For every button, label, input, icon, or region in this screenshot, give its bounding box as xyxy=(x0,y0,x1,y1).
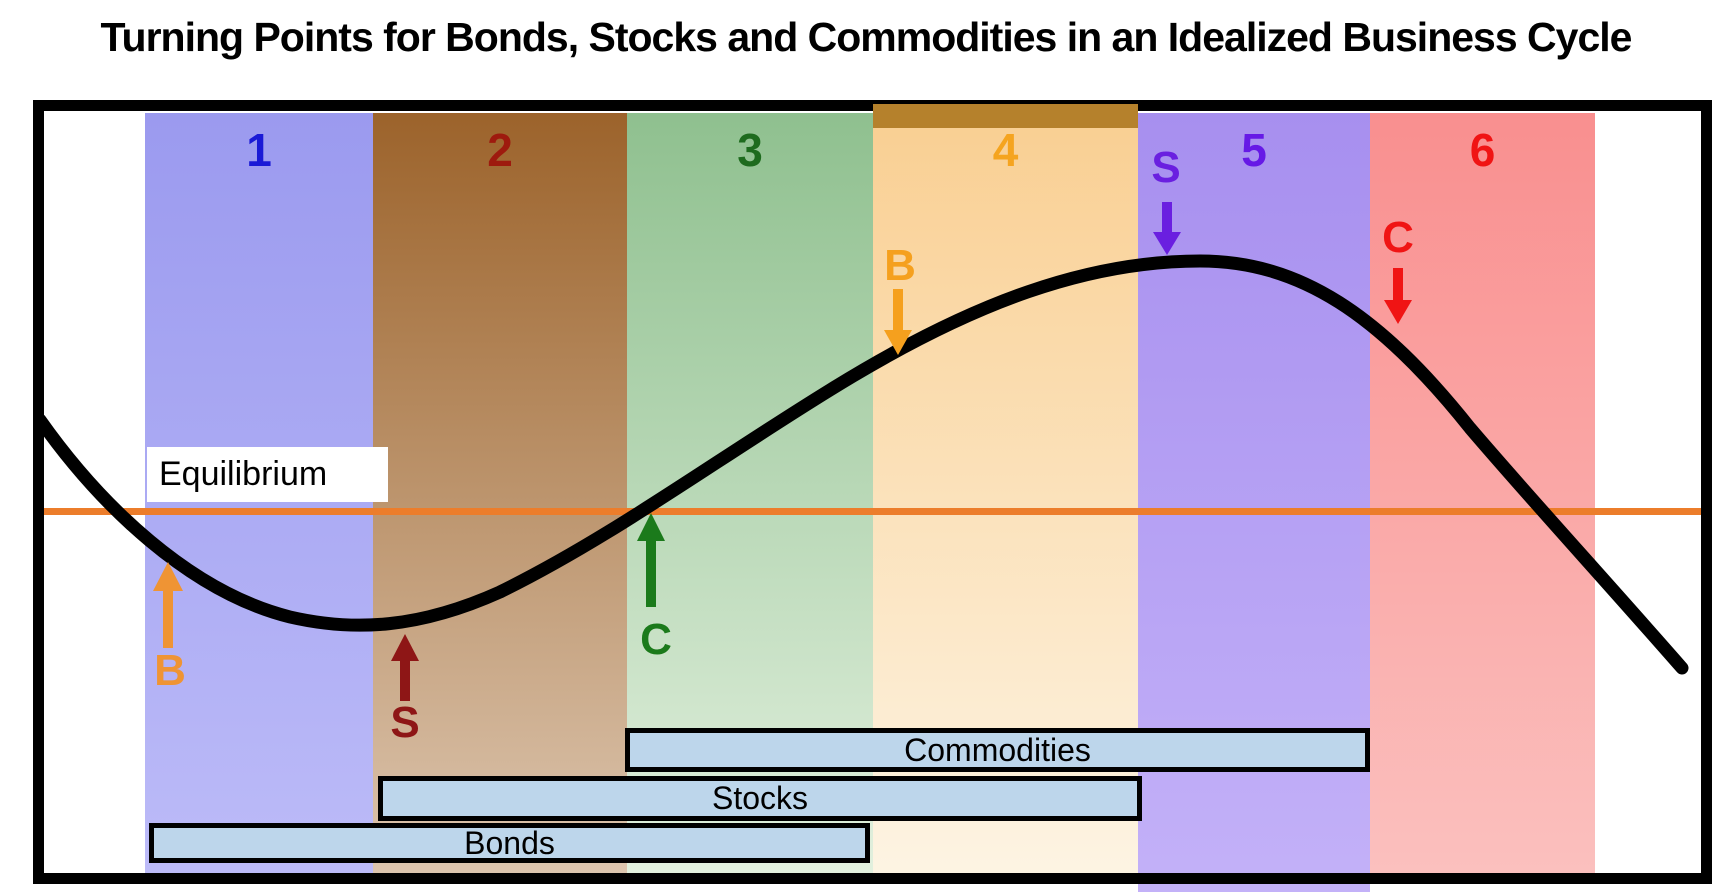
phase-number-2: 2 xyxy=(487,124,513,176)
page-title: Turning Points for Bonds, Stocks and Com… xyxy=(100,14,1633,60)
stocks-bar-label: Stocks xyxy=(711,780,809,816)
phase-number-5: 5 xyxy=(1241,124,1267,176)
bonds-bar: Bonds xyxy=(149,823,870,863)
marker-letter-commodities-sell: C xyxy=(1382,213,1414,262)
commodities-bar-label: Commodities xyxy=(904,731,1091,768)
marker-letter-stocks-buy: S xyxy=(390,698,420,747)
bonds-bar-label: Bonds xyxy=(464,824,555,861)
chart-frame xyxy=(33,100,1712,884)
phase-number-6: 6 xyxy=(1469,124,1496,176)
stocks-bar: Stocks xyxy=(378,776,1142,821)
marker-letter-stocks-sell: S xyxy=(1151,143,1181,192)
phase-number-3: 3 xyxy=(737,124,763,176)
phase-number-4: 4 xyxy=(992,124,1019,176)
phase-number-1: 1 xyxy=(246,124,272,176)
phase-band-4-top-cap xyxy=(873,104,1138,128)
commodities-bar: Commodities xyxy=(625,728,1370,772)
